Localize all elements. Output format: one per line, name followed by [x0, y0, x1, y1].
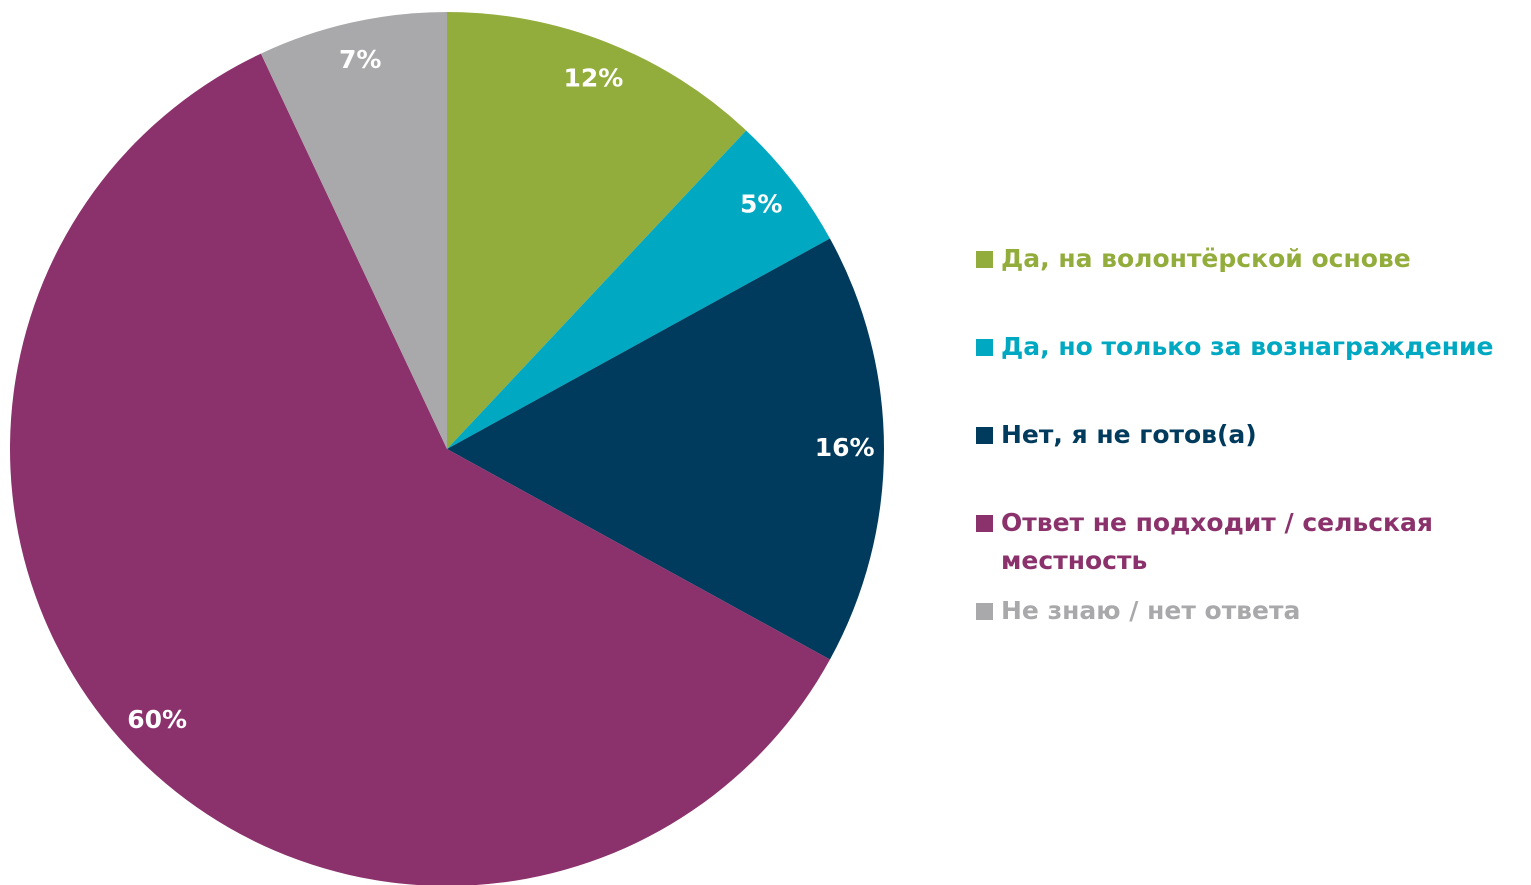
legend-label: Ответ не подходит / сельская местность	[1001, 508, 1433, 575]
legend-item: Ответ не подходит / сельская местность	[976, 504, 1516, 580]
pie-slice	[447, 12, 747, 449]
legend-item: Да, но только за вознаграждение	[976, 328, 1516, 366]
legend-swatch	[976, 251, 993, 268]
pie-slice	[447, 130, 830, 449]
pie-slice	[447, 238, 884, 660]
data-label: 7%	[339, 45, 381, 74]
legend-label: Не знаю / нет ответа	[1001, 596, 1301, 625]
data-label: 5%	[740, 189, 782, 218]
legend-swatch	[976, 515, 993, 532]
data-label: 16%	[815, 433, 875, 462]
pie-slice	[10, 53, 830, 885]
legend-label: Да, на волонтёрской основе	[1001, 244, 1411, 273]
data-label: 60%	[127, 705, 187, 734]
legend-item: Не знаю / нет ответа	[976, 592, 1516, 630]
legend-label: Нет, я не готов(а)	[1001, 420, 1257, 449]
legend: Да, на волонтёрской основе Да, но только …	[976, 240, 1516, 680]
legend-label: Да, но только за вознаграждение	[1001, 332, 1494, 361]
pie-slice	[260, 12, 447, 449]
legend-swatch	[976, 339, 993, 356]
legend-swatch	[976, 427, 993, 444]
legend-item: Нет, я не готов(а)	[976, 416, 1516, 454]
legend-swatch	[976, 603, 993, 620]
data-label: 12%	[563, 63, 623, 92]
legend-item: Да, на волонтёрской основе	[976, 240, 1516, 278]
